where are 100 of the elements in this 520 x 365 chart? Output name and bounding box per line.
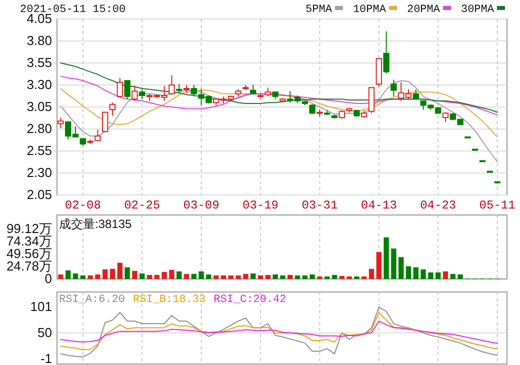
bar xyxy=(184,274,190,279)
bar xyxy=(280,275,286,279)
y-tick-label: 3.05 xyxy=(26,99,52,114)
y-tick-label: 2.30 xyxy=(26,165,52,180)
line-series xyxy=(60,312,498,350)
bar xyxy=(132,270,138,279)
bar xyxy=(191,274,196,279)
y-tick-label: 101 xyxy=(30,298,52,314)
y-tick-label: 50 xyxy=(38,325,52,340)
bar xyxy=(391,248,396,279)
x-tick-label: 02-25 xyxy=(124,198,160,213)
line-series xyxy=(60,306,498,358)
bar xyxy=(72,273,78,279)
bar xyxy=(428,272,434,279)
y-tick-label: 2.05 xyxy=(26,187,52,202)
candlestick xyxy=(168,74,175,96)
x-tick-label: 04-13 xyxy=(360,198,397,213)
bar xyxy=(140,273,145,279)
y-tick-label: 4.05 xyxy=(26,11,52,26)
bar xyxy=(243,274,248,279)
bar xyxy=(302,275,308,279)
bar xyxy=(110,268,116,279)
line-series xyxy=(60,80,498,162)
bar xyxy=(450,274,456,279)
bar xyxy=(458,274,463,279)
bar xyxy=(354,276,360,279)
candlestick xyxy=(102,112,108,132)
y-tick-label: 3.30 xyxy=(26,77,52,92)
bar xyxy=(265,274,270,279)
bar xyxy=(146,274,152,279)
y-tick-label: 3.80 xyxy=(26,33,52,48)
bar xyxy=(436,272,441,279)
bar xyxy=(384,237,389,279)
series-label: RSI_B:18.33 xyxy=(133,294,206,306)
bar xyxy=(80,275,86,279)
series-label: RSI_A:6.20 xyxy=(59,294,126,306)
bar xyxy=(228,275,234,279)
y-tick-label: 0 xyxy=(44,271,52,286)
line-series xyxy=(60,62,498,113)
bar xyxy=(214,275,219,279)
line-series xyxy=(60,88,498,138)
bar xyxy=(236,275,241,279)
x-tick-label: 03-19 xyxy=(242,198,279,213)
x-tick-label: 05-11 xyxy=(479,198,516,213)
bar xyxy=(206,274,212,279)
legend-label: 30PMA xyxy=(460,4,494,16)
y-tick-label: 99.12万 xyxy=(6,220,52,236)
candlestick xyxy=(109,102,116,116)
bar xyxy=(220,275,226,279)
y-tick-label: 2.80 xyxy=(26,121,52,136)
x-tick-label: 03-09 xyxy=(183,198,220,213)
candlestick xyxy=(132,85,138,102)
legend-label: 10PMA xyxy=(352,4,386,16)
candlestick xyxy=(383,30,390,74)
bar xyxy=(198,271,204,279)
bar xyxy=(102,269,108,279)
bar xyxy=(376,252,382,279)
legend-label: 20PMA xyxy=(406,4,440,16)
bar xyxy=(272,274,278,279)
bar xyxy=(310,274,315,279)
bar xyxy=(176,271,182,279)
bar xyxy=(346,276,352,279)
bar xyxy=(368,268,374,279)
bar xyxy=(398,257,404,279)
line-series xyxy=(60,320,498,344)
y-tick-label: 3.55 xyxy=(26,55,52,70)
bar xyxy=(362,276,367,279)
bar xyxy=(66,270,71,279)
bar xyxy=(154,274,160,279)
legend-label: 5PMA xyxy=(306,4,332,16)
candlestick xyxy=(390,79,397,97)
bar xyxy=(317,276,322,279)
bar xyxy=(258,275,264,279)
text: RSI_C:29.42 xyxy=(214,294,286,306)
candlestick xyxy=(412,88,419,100)
y-tick-label: 24.78万 xyxy=(6,258,52,274)
bar xyxy=(294,275,300,279)
x-tick-label: 04-23 xyxy=(420,198,456,213)
bar xyxy=(95,274,100,279)
x-tick-label: 03-31 xyxy=(302,198,338,213)
candlestick xyxy=(94,129,101,142)
bar xyxy=(250,273,256,279)
bar xyxy=(124,267,130,279)
bar xyxy=(88,275,93,279)
bar xyxy=(406,266,412,279)
bar xyxy=(324,276,330,279)
x-tick-label: 02-08 xyxy=(64,198,101,213)
bar xyxy=(288,274,293,279)
bar xyxy=(420,269,426,279)
bar xyxy=(169,270,174,279)
candlestick xyxy=(368,87,375,114)
bar xyxy=(117,262,122,279)
bar xyxy=(332,274,338,279)
bar xyxy=(339,276,344,279)
bar xyxy=(442,271,448,279)
y-tick-label: -1 xyxy=(40,351,52,365)
candlestick xyxy=(139,88,146,100)
chart-title: 成交量:38135 xyxy=(59,217,132,232)
y-tick-label: 2.55 xyxy=(26,143,52,158)
bar xyxy=(413,267,418,279)
